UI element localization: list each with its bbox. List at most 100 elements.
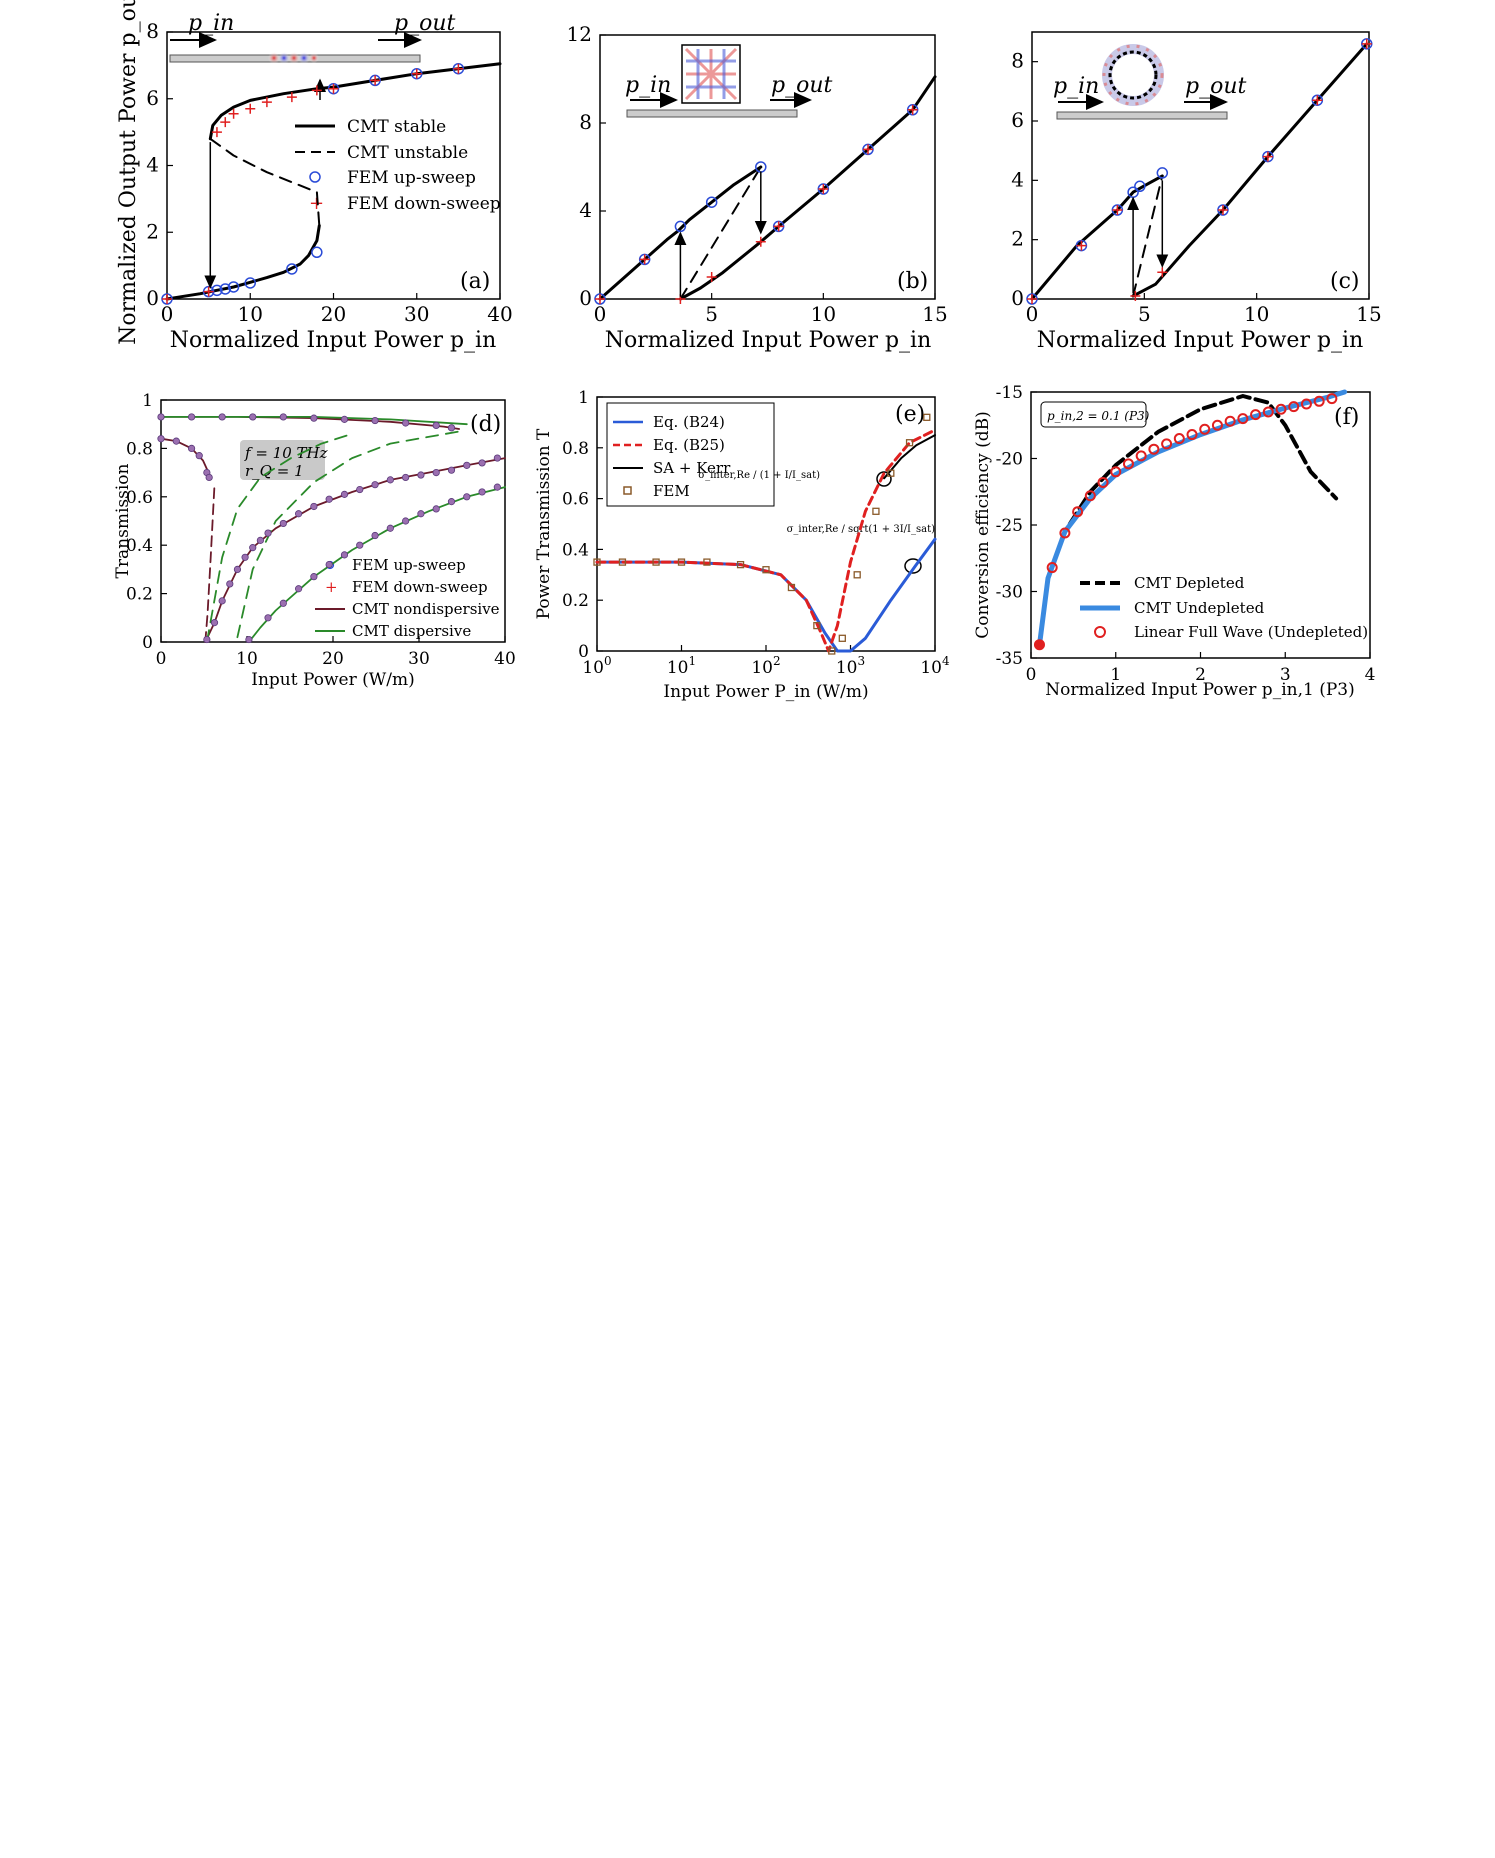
y-tick-label: 12 bbox=[567, 22, 592, 46]
y-tick-label: -15 bbox=[996, 383, 1023, 403]
inset-pin-label: p_in bbox=[188, 11, 234, 36]
point-linear-full-wave-undepleted- bbox=[1173, 433, 1185, 445]
point-fem-down-sweep bbox=[453, 63, 464, 74]
point-linear-full-wave-undepleted- bbox=[1199, 423, 1211, 435]
ring-mode bbox=[1102, 44, 1164, 106]
panel-d-ylabel: Transmission bbox=[113, 464, 133, 579]
point-fem-up-sweep bbox=[705, 196, 718, 208]
panel-c-frame bbox=[1031, 31, 1370, 300]
point-fem bbox=[853, 571, 861, 579]
panel-a-ylabel: Normalized Output Power p_out bbox=[116, 0, 141, 345]
fem-point bbox=[310, 573, 318, 581]
y-tick-label: 0 bbox=[578, 642, 589, 662]
field-red-3 bbox=[309, 53, 319, 63]
point-linear-full-wave-undepleted- bbox=[1224, 415, 1236, 427]
fem-point bbox=[356, 485, 364, 494]
legend-mark-down: + bbox=[325, 578, 338, 596]
panel-f-ylabel: Conversion efficiency (dB) bbox=[973, 411, 993, 638]
panel-e-xlabel: Input Power P_in (W/m) bbox=[663, 682, 868, 702]
panel-a-label: (a) bbox=[460, 269, 490, 294]
y-tick-label: 0.2 bbox=[126, 585, 153, 605]
fem-point bbox=[417, 510, 425, 518]
point-fem-down-sweep bbox=[211, 127, 222, 138]
fem-point bbox=[256, 536, 264, 544]
series-cmt-unstable bbox=[1132, 174, 1164, 297]
point-fem-down-sweep bbox=[1130, 291, 1141, 302]
y-tick-label: -30 bbox=[996, 583, 1023, 603]
y-tick-label: 0.6 bbox=[562, 490, 589, 510]
panel-c-label: (c) bbox=[1330, 269, 1360, 294]
point-linear-full-wave-undepleted- bbox=[1237, 413, 1249, 425]
fem-point bbox=[218, 413, 226, 421]
panel-f: p_in,2 = 0.1 (P3) CMT Depleted CMT Undep… bbox=[973, 391, 1371, 700]
legend-mark-fullwave bbox=[1094, 626, 1106, 638]
legend-text-disp: CMT dispersive bbox=[352, 622, 471, 640]
legend-text-down: FEM down-sweep bbox=[347, 194, 501, 214]
point-linear-full-wave-undepleted- bbox=[1122, 458, 1134, 470]
start-point bbox=[1034, 639, 1045, 650]
fem-point bbox=[386, 476, 394, 484]
fem-point bbox=[478, 488, 486, 496]
chart-d-marks: 0 10 20 30 40 0 0.2 0.4 0.6 0.8 1 bbox=[126, 391, 516, 669]
point-linear-full-wave-undepleted- bbox=[1262, 406, 1274, 418]
annotation-text: p_in,2 = 0.1 (P3) bbox=[1047, 409, 1150, 423]
point-fem-down-sweep bbox=[1312, 95, 1323, 106]
fem-point bbox=[187, 413, 196, 421]
fem-point bbox=[478, 459, 486, 467]
point-linear-full-wave-undepleted- bbox=[1313, 395, 1325, 407]
point-linear-full-wave-undepleted- bbox=[1110, 466, 1122, 478]
y-tick-label: 0.6 bbox=[126, 488, 153, 508]
panel-f-annotation: p_in,2 = 0.1 (P3) bbox=[1040, 401, 1150, 428]
panel-a-legend: + CMT stable CMT unstable FEM up-sweep F… bbox=[295, 117, 501, 214]
fem-point bbox=[325, 560, 333, 569]
point-fem-down-sweep bbox=[907, 104, 918, 115]
x-tick-label: 101 bbox=[667, 654, 696, 678]
legend-text-unstable: CMT unstable bbox=[347, 143, 468, 163]
point-fem-down-sweep bbox=[1361, 38, 1372, 49]
fem-point bbox=[279, 599, 287, 607]
x-tick-label: 15 bbox=[922, 302, 947, 326]
point-fem bbox=[762, 566, 770, 574]
x-tick-label: 2 bbox=[1195, 665, 1206, 685]
panel-e-ylabel: Power Transmission T bbox=[534, 428, 554, 619]
chart-b-marks: 0 5 10 15 0 4 8 12 bbox=[567, 22, 948, 326]
fem-point bbox=[493, 454, 501, 462]
point-linear-full-wave-undepleted- bbox=[1072, 506, 1084, 518]
series-cmt-dispersive-upper bbox=[160, 416, 468, 426]
point-fem-down-sweep bbox=[755, 236, 766, 247]
legend-text-undepleted: CMT Undepleted bbox=[1134, 599, 1265, 617]
series-cmt-nondispersive-dip bbox=[204, 483, 216, 643]
y-tick-label: 4 bbox=[579, 198, 592, 222]
y-tick-label: 0 bbox=[142, 633, 153, 653]
panel-a-frame bbox=[166, 31, 501, 300]
panel-c: p_in p_out (c) Normalized Input Power p_… bbox=[1031, 31, 1370, 353]
fem-point bbox=[386, 524, 394, 532]
x-tick-label: 40 bbox=[494, 649, 516, 669]
x-tick-label: 0 bbox=[161, 302, 174, 326]
fem-point bbox=[172, 437, 180, 445]
point-fem-up-sweep bbox=[211, 284, 223, 297]
point-linear-full-wave-undepleted- bbox=[1250, 409, 1262, 421]
fem-point bbox=[402, 517, 410, 525]
point-fem-down-sweep bbox=[639, 254, 650, 265]
point-fem bbox=[887, 469, 895, 477]
fem-point bbox=[371, 481, 379, 489]
point-linear-full-wave-undepleted- bbox=[1300, 398, 1312, 410]
point-linear-full-wave-undepleted- bbox=[1059, 527, 1071, 539]
x-tick-label: 4 bbox=[1365, 665, 1376, 685]
fem-point bbox=[264, 614, 272, 622]
inset-pout-label: p_out bbox=[1185, 74, 1246, 99]
point-fem bbox=[703, 558, 711, 566]
panel-c-inset: p_in p_out bbox=[1053, 44, 1246, 120]
point-fem bbox=[838, 634, 846, 642]
y-tick-label: 1 bbox=[142, 391, 153, 411]
y-tick-label: 0.4 bbox=[126, 536, 153, 556]
fem-point bbox=[310, 502, 318, 511]
legend-mark-down: + bbox=[309, 193, 324, 214]
fem-point bbox=[463, 461, 471, 469]
y-tick-label: -20 bbox=[996, 450, 1023, 470]
legend-text-sakerr: SA + Kerr bbox=[653, 459, 731, 477]
point-fem-down-sweep bbox=[1027, 294, 1037, 304]
fem-point bbox=[195, 452, 203, 460]
legend-text-depleted: CMT Depleted bbox=[1134, 574, 1245, 592]
